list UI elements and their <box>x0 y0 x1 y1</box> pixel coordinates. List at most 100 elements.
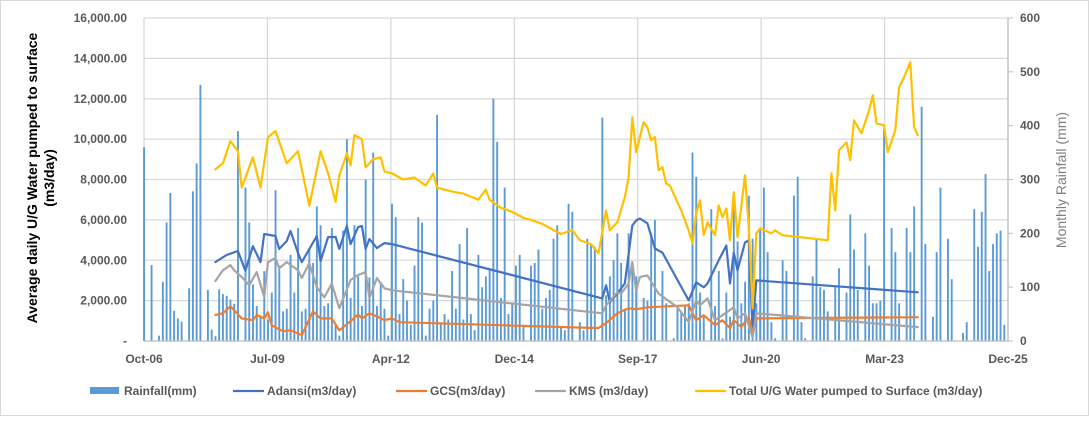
rainfall-bar <box>883 128 886 341</box>
rainfall-bar <box>962 332 964 341</box>
rainfall-bar <box>278 265 281 341</box>
rainfall-bar <box>315 206 318 341</box>
rainfall-bar <box>518 254 521 341</box>
rainfall-bar <box>766 252 769 341</box>
rainfall-bar <box>740 303 743 341</box>
rainfall-bar <box>770 322 773 341</box>
y-left-tick-label: 6,000.00 <box>80 213 127 227</box>
rainfall-bar <box>571 211 574 341</box>
rainfall-bar <box>413 265 416 341</box>
rainfall-bar <box>169 192 172 341</box>
rainfall-bar <box>439 322 442 341</box>
rainfall-bar <box>252 284 254 341</box>
rainfall-bar <box>398 314 401 341</box>
rainfall-bar <box>815 238 818 341</box>
rainfall-bar <box>229 299 232 341</box>
rainfall-bar <box>537 249 540 341</box>
rainfall-bar <box>992 244 994 341</box>
rainfall-bar <box>898 303 901 341</box>
rainfall-bar <box>293 292 296 341</box>
legend-swatch-rainfall <box>90 387 119 394</box>
rainfall-bar <box>811 276 814 341</box>
rainfall-bar <box>150 265 153 341</box>
rainfall-bar <box>143 147 145 341</box>
rainfall-bar <box>868 265 871 341</box>
x-tick-label: Jul-09 <box>250 352 285 366</box>
rainfall-bar <box>458 244 461 341</box>
rainfall-bar <box>759 227 762 341</box>
y-axis-right-title: Monthly Rainfall (mm) <box>1053 112 1069 248</box>
legend-label-kms: KMS (m3/day) <box>569 384 648 398</box>
rainfall-bar <box>864 233 867 341</box>
rainfall-bar <box>612 260 615 341</box>
rainfall-bar <box>939 187 942 341</box>
rainfall-bar <box>188 288 191 341</box>
rainfall-bar <box>319 225 322 341</box>
rainfall-bar <box>695 176 698 341</box>
rainfall-bar <box>195 163 198 341</box>
rainfall-bar <box>909 252 912 341</box>
x-tick-label: Dec-25 <box>988 352 1028 366</box>
rainfall-bar <box>481 287 484 341</box>
rainfall-bar <box>357 276 360 341</box>
rainfall-bar <box>349 297 352 341</box>
rainfall-bar <box>477 254 480 341</box>
rainfall-bar <box>402 279 405 341</box>
x-tick-label: Sep-17 <box>618 352 658 366</box>
rainfall-bar <box>530 265 532 341</box>
rainfall-bar <box>988 271 991 341</box>
rainfall-bar <box>406 300 408 341</box>
rainfall-bar <box>345 139 348 341</box>
y-right-tick-label: 600 <box>1020 11 1040 25</box>
rainfall-bar <box>593 246 596 341</box>
rainfall-bar <box>879 300 882 341</box>
rainfall-bar <box>605 295 608 341</box>
rainfall-bar <box>586 238 589 341</box>
rainfall-bars <box>143 84 1006 342</box>
rainfall-bar <box>225 295 228 341</box>
rainfall-bar <box>503 187 506 341</box>
x-tick-label: Jun-20 <box>742 352 781 366</box>
rainfall-bar <box>214 336 217 341</box>
rainfall-bar <box>165 222 168 341</box>
rainfall-bar <box>206 289 209 341</box>
rainfall-bar <box>800 322 803 341</box>
rainfall-bar <box>665 303 668 341</box>
y-axis-left-title-line1: Average daily U/G Water pumped to surfac… <box>24 32 40 323</box>
x-tick-label: Apr-12 <box>372 352 410 366</box>
rainfall-bar <box>312 262 315 341</box>
rainfall-bar <box>267 319 269 341</box>
rainfall-bar <box>158 335 161 341</box>
rainfall-bar <box>946 238 949 341</box>
legend-label-gcs: GCS(m3/day) <box>430 384 505 398</box>
rainfall-bar <box>443 314 446 341</box>
series-line-kms <box>214 256 919 339</box>
rainfall-bar <box>684 306 686 341</box>
rainfall-bar <box>372 152 375 341</box>
rainfall-bar <box>702 316 705 341</box>
rainfall-bar <box>409 324 412 341</box>
rainfall-bar <box>327 303 330 341</box>
legend-label-total: Total U/G Water pumped to Surface (m3/da… <box>729 384 982 398</box>
rainfall-bar <box>965 322 968 341</box>
rainfall-bar <box>221 294 224 341</box>
rainfall-bar <box>747 195 750 341</box>
rainfall-bar <box>890 227 893 341</box>
rainfall-bar <box>973 209 976 341</box>
rainfall-bar <box>297 227 300 341</box>
rainfall-bar <box>285 308 288 341</box>
rainfall-bar <box>237 131 239 341</box>
rainfall-bar <box>650 233 653 341</box>
y-left-tick-label: 16,000.00 <box>74 11 128 25</box>
rainfall-bar <box>173 310 176 341</box>
rainfall-bar <box>394 217 397 341</box>
rainfall-bar <box>691 152 694 341</box>
rainfall-bar <box>233 303 236 341</box>
rainfall-bar <box>488 268 491 341</box>
rainfall-bar <box>432 300 435 341</box>
rainfall-bar <box>473 330 476 341</box>
rainfall-bar <box>620 262 623 341</box>
rainfall-bar <box>259 316 262 341</box>
rainfall-bar <box>823 289 825 341</box>
